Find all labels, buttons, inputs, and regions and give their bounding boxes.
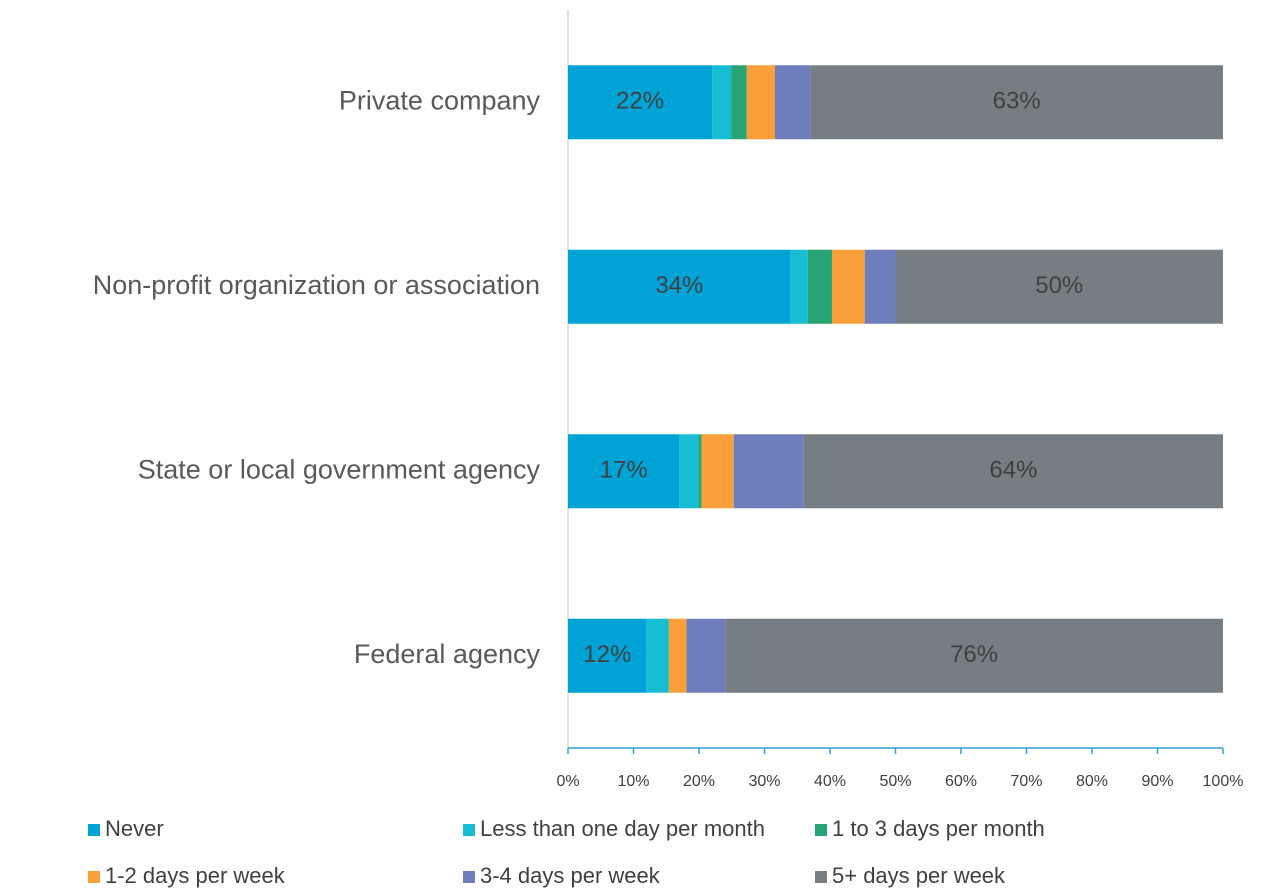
- x-tick-label: 70%: [1010, 773, 1042, 790]
- bar-segment: [679, 434, 699, 509]
- data-label: 12%: [583, 641, 631, 668]
- bar-segment: [568, 65, 713, 140]
- x-tick-label: 50%: [879, 773, 911, 790]
- data-label: 63%: [993, 88, 1041, 115]
- x-tick-label: 60%: [945, 773, 977, 790]
- bar-segment: [568, 434, 680, 509]
- legend-swatch: [463, 871, 475, 883]
- bar-segment: [895, 249, 1223, 324]
- bar-segment: [733, 434, 804, 509]
- bar-segment: [712, 65, 732, 140]
- category-label: Federal agency: [354, 639, 541, 669]
- bar-segment: [807, 249, 832, 324]
- category-label: Private company: [339, 85, 541, 115]
- bar-segment: [731, 65, 747, 140]
- bar-segment: [790, 249, 808, 324]
- legend-swatch: [88, 871, 100, 883]
- bar-segment: [668, 618, 687, 693]
- x-tick-label: 0%: [556, 773, 579, 790]
- x-tick-label: 10%: [617, 773, 649, 790]
- bar-segment: [803, 434, 1223, 509]
- legend-swatch: [463, 824, 475, 836]
- bar-segment: [646, 618, 669, 693]
- data-label: 50%: [1035, 272, 1083, 299]
- legend-label: 1 to 3 days per month: [832, 816, 1045, 841]
- bar-segment: [774, 65, 811, 140]
- data-label: 22%: [616, 88, 664, 115]
- x-tick-label: 100%: [1203, 773, 1244, 790]
- data-label: 64%: [989, 457, 1037, 484]
- bar-segment: [864, 249, 896, 324]
- data-label: 17%: [600, 457, 648, 484]
- x-tick-label: 40%: [814, 773, 846, 790]
- bar-segment: [568, 249, 791, 324]
- legend-swatch: [815, 871, 827, 883]
- legend-label: 1-2 days per week: [105, 863, 286, 888]
- bar-segment: [686, 618, 726, 693]
- bar-segment: [725, 618, 1223, 693]
- bar-segment: [701, 434, 734, 509]
- bar-segment: [810, 65, 1223, 140]
- legend-label: 5+ days per week: [832, 863, 1006, 888]
- legend-label: Less than one day per month: [480, 816, 765, 841]
- x-tick-label: 20%: [683, 773, 715, 790]
- x-tick-label: 80%: [1076, 773, 1108, 790]
- data-label: 76%: [950, 641, 998, 668]
- x-tick-label: 90%: [1141, 773, 1173, 790]
- legend-label: Never: [105, 816, 164, 841]
- x-tick-label: 30%: [748, 773, 780, 790]
- bar-segment: [568, 618, 647, 693]
- bar-segment: [831, 249, 865, 324]
- legend-swatch: [88, 824, 100, 836]
- legend-swatch: [815, 824, 827, 836]
- data-label: 34%: [655, 272, 703, 299]
- legend-label: 3-4 days per week: [480, 863, 661, 888]
- category-label: Non-profit organization or association: [93, 270, 540, 300]
- bar-segment: [698, 434, 702, 509]
- category-label: State or local government agency: [138, 454, 541, 484]
- bar-segment: [746, 65, 775, 140]
